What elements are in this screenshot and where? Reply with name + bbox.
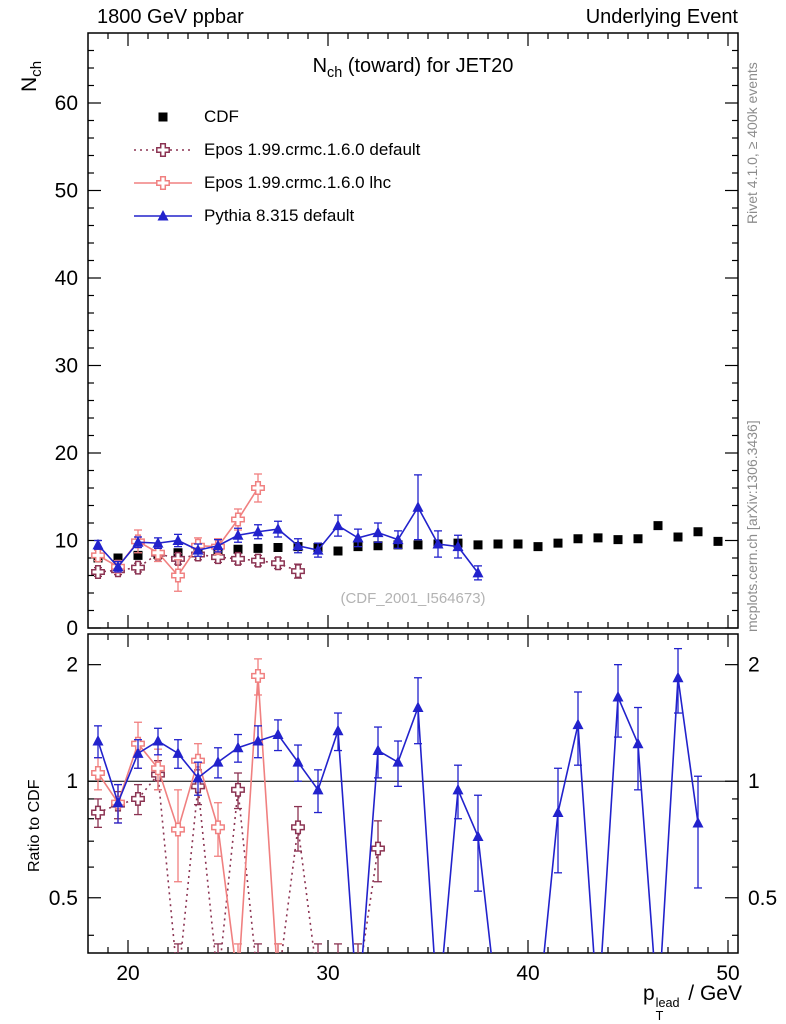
svg-text:2: 2 — [66, 654, 78, 677]
header-analysis-group: Underlying Event — [585, 6, 738, 28]
svg-text:2: 2 — [748, 654, 760, 677]
plot-title: Nch (toward) for JET20 — [88, 55, 738, 81]
svg-text:40: 40 — [55, 267, 78, 290]
header-beam-energy: 1800 GeV ppbar — [97, 6, 244, 28]
svg-text:1: 1 — [748, 770, 760, 793]
x-axis-title: p lead T / GeV — [642, 982, 742, 1024]
legend-item-epos-lhc: Epos 1.99.crmc.1.6.0 lhc — [132, 166, 420, 199]
ratio-axis-title: Ratio to CDF — [26, 779, 43, 872]
plot-title-pre: N — [312, 55, 328, 77]
legend-marker-cdf — [158, 112, 168, 121]
legend-label-cdf: CDF — [204, 106, 239, 126]
svg-text:0.5: 0.5 — [49, 887, 78, 910]
x-axis-title-subsup: lead T — [655, 995, 680, 1024]
legend-label-pythia: Pythia 8.315 default — [204, 205, 355, 225]
svg-text:60: 60 — [55, 92, 78, 115]
mcplots-reference-note: mcplots.cern.ch [arXiv:1306.3436] — [744, 420, 760, 632]
analysis-id-watermark: (CDF_2001_I564673) — [340, 590, 486, 607]
svg-text:1: 1 — [66, 770, 78, 793]
svg-text:50: 50 — [55, 180, 78, 203]
legend: CDF Epos 1.99.crmc.1.6.0 default Epos 1.… — [132, 100, 420, 232]
plot-title-post: (toward) for JET20 — [342, 55, 514, 77]
svg-text:0: 0 — [66, 617, 78, 640]
legend-marker-epos-lhc — [134, 175, 192, 190]
svg-text:20: 20 — [55, 442, 78, 465]
rivet-version-note: Rivet 4.1.0, ≥ 400k events — [744, 62, 760, 224]
legend-marker-epos-default — [134, 142, 192, 157]
legend-marker-pythia — [134, 209, 192, 220]
svg-text:40: 40 — [516, 962, 539, 985]
plot-title-sub: ch — [327, 65, 343, 81]
svg-text:0.5: 0.5 — [748, 887, 777, 910]
legend-label-epos-lhc: Epos 1.99.crmc.1.6.0 lhc — [204, 172, 392, 192]
svg-text:10: 10 — [55, 530, 78, 553]
svg-text:20: 20 — [116, 962, 139, 985]
legend-label-epos-default: Epos 1.99.crmc.1.6.0 default — [204, 139, 421, 159]
svg-text:30: 30 — [316, 962, 339, 985]
y-axis-title: Nch — [18, 60, 46, 92]
legend-item-cdf: CDF — [132, 100, 420, 133]
svg-text:30: 30 — [55, 355, 78, 378]
legend-item-epos-default: Epos 1.99.crmc.1.6.0 default — [132, 133, 420, 166]
svg-text:50: 50 — [716, 962, 739, 985]
legend-item-pythia: Pythia 8.315 default — [132, 199, 420, 232]
